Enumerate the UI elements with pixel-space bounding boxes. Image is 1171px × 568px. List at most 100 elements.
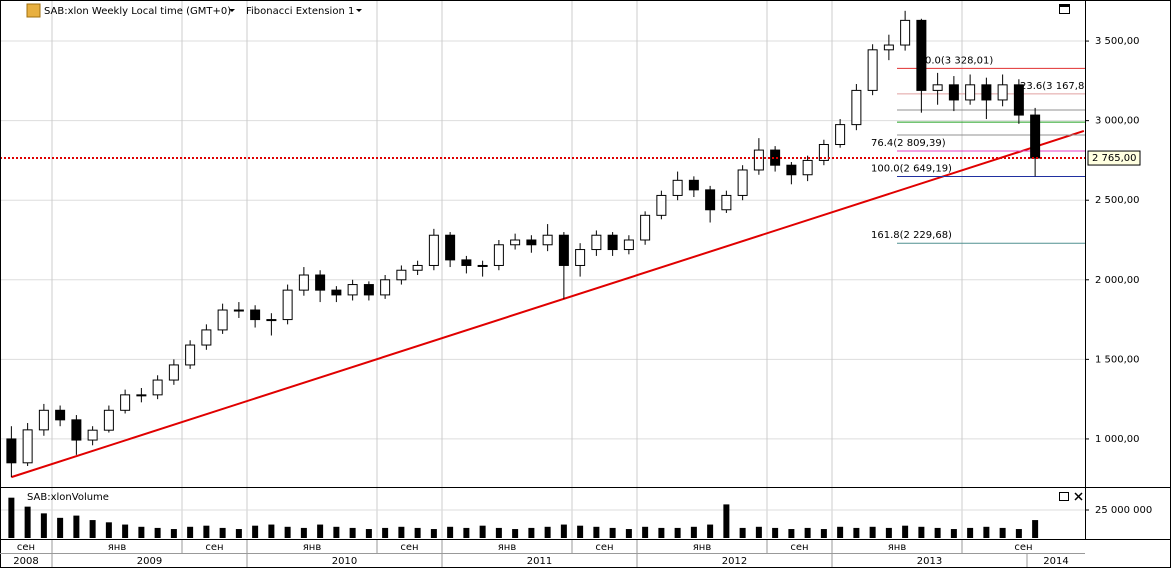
volume-bar (122, 524, 129, 538)
plot-area: 0.0(3 328,01) 23.6(3 167,81) 76.4(2 809,39… (0, 10, 1095, 479)
volume-bar (154, 527, 161, 538)
year-label: 2013 (917, 556, 942, 567)
year-label: 2008 (13, 556, 38, 567)
dropdown-arrow[interactable] (356, 9, 362, 12)
volume-bar (804, 527, 811, 538)
x-tick-label: сен (790, 542, 808, 553)
candle-body (997, 84, 1008, 101)
candle-body (412, 264, 423, 271)
candle-body (883, 44, 894, 51)
volume-bar (235, 529, 242, 538)
volume-bar (105, 522, 112, 538)
candle-body (477, 264, 488, 267)
x-tick-label: сен (1014, 542, 1032, 553)
fib-label: 76.4(2 809,39) (871, 138, 946, 149)
axes: 1 000,00 1 500,00 2 000,00 2 500,00 3 000,00… (13, 36, 1152, 568)
candle-body (818, 144, 829, 161)
candle-body (623, 239, 634, 251)
volume-bar (918, 526, 925, 538)
candle-body (510, 239, 521, 246)
dropdown-arrow[interactable] (229, 9, 235, 12)
volume-bar (300, 527, 307, 538)
candle-body (250, 309, 261, 321)
candle-body (315, 274, 326, 291)
volume-bar (24, 506, 31, 538)
last-price-label: 2 765,00 (1092, 153, 1137, 164)
candle-body (916, 19, 927, 91)
year-label: 2009 (137, 556, 162, 567)
volume-bar (1032, 520, 1039, 538)
candle-body (688, 179, 699, 191)
candle-body (981, 84, 992, 101)
x-tick-label: сен (17, 542, 35, 553)
candle-body (445, 234, 456, 261)
chart-title[interactable]: SAB:xlon Weekly Local time (GMT+0) (44, 6, 231, 17)
volume-title: SAB:xlonVolume (27, 492, 109, 503)
volume-bar (837, 526, 844, 538)
candle-body (770, 149, 781, 166)
volume-bar (967, 527, 974, 538)
fib-label: 23.6(3 167,81) (1020, 81, 1095, 92)
year-label: 2012 (722, 556, 747, 567)
candle-body (932, 84, 943, 91)
year-label: 2014 (1043, 556, 1068, 567)
candle-body (363, 284, 374, 296)
candle-body (396, 269, 407, 281)
volume-bar (544, 526, 551, 538)
volume-bar (999, 527, 1006, 538)
trendline (11, 130, 1085, 479)
candle-body (428, 234, 439, 266)
volume-bar (739, 527, 746, 538)
candle-body (948, 84, 959, 101)
grid (0, 0, 1085, 538)
candle-body (347, 284, 358, 296)
candle-body (835, 124, 846, 146)
candle-body (1030, 114, 1041, 159)
volume-bar (138, 526, 145, 538)
volume-bar (707, 524, 714, 538)
volume-bar (349, 527, 356, 538)
symbol-icon[interactable] (26, 3, 41, 18)
volume-bar (788, 529, 795, 538)
candle-body (672, 179, 683, 196)
volume-bar (73, 515, 80, 538)
volume-bar (252, 525, 259, 538)
volume-bar (317, 524, 324, 538)
candle-body (87, 429, 98, 441)
y-tick-label: 3 500,00 (1095, 36, 1140, 47)
candle-body (282, 289, 293, 321)
close-button[interactable] (1074, 492, 1083, 501)
y-tick-label: 3 000,00 (1095, 116, 1140, 127)
volume-bar (772, 527, 779, 538)
candle-body (152, 379, 163, 396)
volume-bar (463, 527, 470, 538)
year-label: 2010 (332, 556, 357, 567)
maximize-button[interactable] (1059, 492, 1069, 501)
volume-pane (8, 497, 1039, 538)
candle-body (867, 49, 878, 91)
y-tick-label: 1 500,00 (1095, 354, 1140, 365)
volume-bar (690, 526, 697, 538)
candle-body (266, 319, 277, 322)
volume-bar (820, 529, 827, 538)
candle-body (298, 274, 309, 291)
maximize-button[interactable] (1059, 4, 1070, 14)
fib-label: 100.0(2 649,19) (871, 163, 952, 174)
x-tick-label: янв (693, 542, 712, 553)
candle-body (22, 429, 33, 464)
candle-body (201, 329, 212, 346)
candle-body (900, 19, 911, 46)
candle-body (185, 344, 196, 366)
volume-bar (642, 526, 649, 538)
indicator-name[interactable]: Fibonacci Extension 1 (246, 6, 354, 17)
x-tick-label: сен (595, 542, 613, 553)
volume-bar (869, 526, 876, 538)
volume-bar (447, 526, 454, 538)
last-price-tag (1087, 150, 1141, 166)
candle-body (575, 249, 586, 266)
candle-body (168, 364, 179, 381)
candle-body (136, 394, 147, 397)
volume-bar (333, 526, 340, 538)
volume-bar (983, 526, 990, 538)
